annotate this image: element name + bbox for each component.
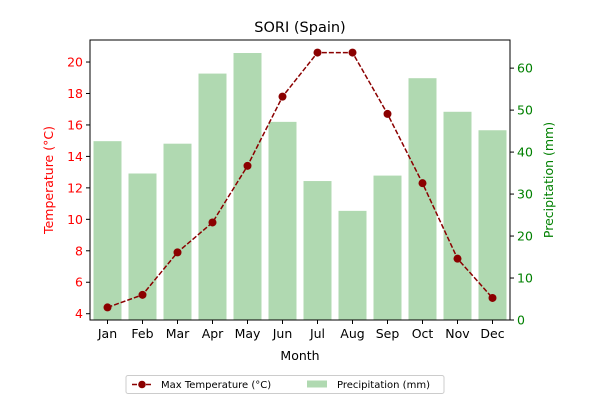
precip-bar <box>303 181 332 320</box>
left-y-tick-label: 6 <box>75 275 83 290</box>
temperature-point <box>488 293 497 302</box>
temperature-point <box>418 179 427 188</box>
precip-bar <box>478 130 507 320</box>
right-y-tick-label: 0 <box>517 313 525 328</box>
precip-bar <box>233 53 262 321</box>
x-tick-label: Apr <box>202 326 224 341</box>
precip-bar <box>198 73 227 320</box>
temperature-line-path <box>107 51 494 309</box>
x-tick-label: Jul <box>309 326 325 341</box>
x-tick-label: Feb <box>131 326 153 341</box>
left-y-tick-label: 8 <box>75 243 83 258</box>
x-tick-label: Aug <box>340 326 364 341</box>
right-y-axis: 0 10 20 30 40 50 60 <box>510 61 533 328</box>
plot-frame <box>89 39 511 321</box>
x-tick-label: May <box>235 326 261 341</box>
x-tick-label: Dec <box>480 326 504 341</box>
x-tick-label: Mar <box>166 326 190 341</box>
legend: Max Temperature (°C) Precipitation (mm) <box>125 375 445 394</box>
x-axis: Jan Feb Mar Apr May Jun Jul Aug Sep Oct Nov Dec <box>97 320 505 341</box>
temperature-point <box>138 290 147 299</box>
temperature-point <box>453 254 462 263</box>
temperature-point <box>383 109 392 118</box>
left-y-axis: 4 6 8 10 12 14 16 18 20 <box>67 55 90 321</box>
legend-label-temperature: Max Temperature (°C) <box>161 380 271 391</box>
precipitation-bars <box>93 53 507 321</box>
left-y-tick-label: 10 <box>67 212 83 227</box>
legend-bar-swatch <box>307 380 327 388</box>
precip-bar <box>443 111 472 320</box>
precip-bar <box>373 175 402 320</box>
left-y-tick-label: 16 <box>67 117 83 132</box>
right-y-axis-label: Precipitation (mm) <box>541 122 556 238</box>
legend-line-marker <box>138 380 146 389</box>
temperature-point <box>208 218 217 227</box>
right-y-tick-label: 30 <box>517 187 533 202</box>
temperature-point <box>173 248 182 257</box>
precip-bar <box>338 210 367 320</box>
precip-bar <box>93 141 122 320</box>
temperature-line <box>103 48 497 312</box>
temperature-point <box>103 303 112 312</box>
right-y-tick-label: 20 <box>517 229 533 244</box>
left-y-tick-label: 4 <box>75 306 83 321</box>
temperature-point <box>243 161 252 170</box>
left-y-tick-label: 12 <box>67 180 83 195</box>
precip-bar <box>408 78 437 320</box>
temperature-point <box>348 48 357 57</box>
left-y-tick-label: 14 <box>67 149 83 164</box>
right-y-tick-label: 40 <box>517 145 533 160</box>
legend-label-precipitation: Precipitation (mm) <box>337 380 430 391</box>
right-y-tick-label: 10 <box>517 271 533 286</box>
x-tick-label: Jun <box>272 326 293 341</box>
x-tick-label: Sep <box>376 326 400 341</box>
left-y-axis-label: Temperature (°C) <box>41 126 56 235</box>
x-tick-label: Jan <box>97 326 117 341</box>
left-y-tick-label: 18 <box>67 86 83 101</box>
precip-bar <box>268 121 297 320</box>
x-axis-label: Month <box>280 348 319 363</box>
x-tick-label: Nov <box>445 326 470 341</box>
x-tick-label: Oct <box>412 326 434 341</box>
right-y-tick-label: 60 <box>517 61 533 76</box>
temperature-point <box>278 92 287 101</box>
chart-title: SORI (Spain) <box>254 20 345 36</box>
legend-frame <box>125 375 445 394</box>
right-y-tick-label: 50 <box>517 103 533 118</box>
temperature-point <box>313 48 322 57</box>
precip-bar <box>163 143 192 320</box>
left-y-tick-label: 20 <box>67 55 83 70</box>
